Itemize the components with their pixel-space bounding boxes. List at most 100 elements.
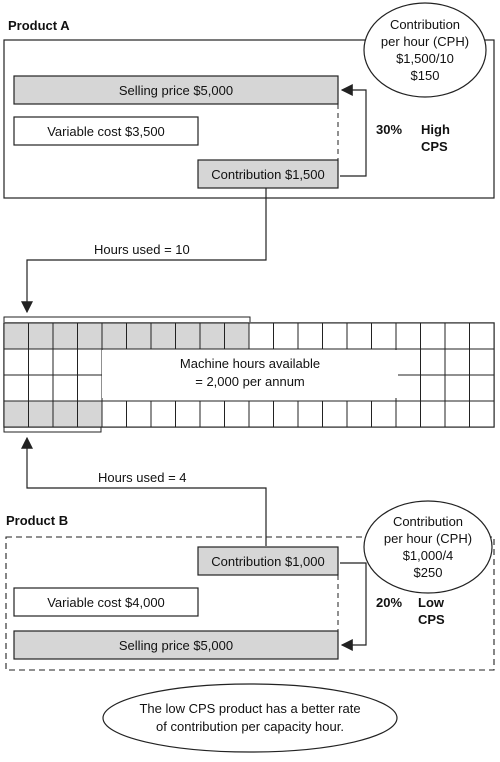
product-b-hours-connector: Hours used = 4: [21, 436, 267, 546]
product-a-contribution-bar: [197, 159, 339, 189]
product-a-cps-line2: CPS: [421, 139, 448, 154]
product-a-cph-line2: per hour (CPH): [381, 34, 469, 49]
conclusion-line1: The low CPS product has a better rate: [139, 701, 360, 716]
product-b-contribution-bar: [197, 546, 339, 576]
machine-hours-label-bg: [102, 350, 398, 398]
machine-hours-grid: [3, 322, 495, 428]
grid-cell: [101, 322, 127, 350]
product-b-cph-line1: Contribution: [393, 514, 463, 529]
product-a-cph-line4: $150: [411, 68, 440, 83]
grid-cell: [3, 400, 29, 428]
product-a-variable-cost-bar: [13, 116, 199, 146]
product-a-hours-arrow: [21, 188, 267, 314]
grid-cell: [3, 348, 29, 376]
grid-cell: [199, 322, 225, 350]
product-a-frame: [3, 39, 495, 199]
product-b-title: Product B: [6, 513, 68, 528]
grid-cell: [273, 400, 299, 428]
grid-cell: [3, 322, 29, 350]
product-a-cps-line1: High: [421, 122, 450, 137]
grid-cell: [395, 322, 421, 350]
conclusion-bubble: The low CPS product has a better rate of…: [102, 683, 398, 753]
grid-cell: [395, 374, 421, 402]
grid-cell: [371, 400, 397, 428]
grid-cell: [224, 400, 250, 428]
grid-cell: [322, 400, 348, 428]
product-a-contribution-label: Contribution $1,500: [211, 167, 324, 182]
grid-cell: [52, 374, 78, 402]
machine-hours-label-line2: = 2,000 per annum: [195, 374, 305, 389]
grid-cell: [322, 322, 348, 350]
grid-cell: [52, 400, 78, 428]
product-a-hours-connector: Hours used = 10: [21, 188, 267, 314]
conclusion-ellipse: [102, 683, 398, 753]
grid-cell: [3, 374, 29, 402]
grid-cell: [101, 400, 127, 428]
grid-cell: [420, 348, 446, 376]
product-b-cph-line3: $1,000/4: [403, 548, 454, 563]
product-a-cph-ellipse: [363, 2, 487, 98]
product-b-cph-line4: $250: [414, 565, 443, 580]
grid-cell: [77, 348, 103, 376]
product-b-hours-label: Hours used = 4: [98, 470, 187, 485]
grid-cell: [469, 322, 495, 350]
product-b-section: Product B Contribution per hour (CPH) $1…: [5, 500, 495, 671]
grid-cell: [469, 374, 495, 402]
grid-cell: [297, 400, 323, 428]
grid-cell: [52, 348, 78, 376]
product-b-cps-line2: CPS: [418, 612, 445, 627]
grid-cell: [28, 400, 54, 428]
grid-cell: [346, 322, 372, 350]
grid-cell: [28, 374, 54, 402]
grid-cell: [199, 400, 225, 428]
grid-cell: [77, 374, 103, 402]
grid-cell: [28, 348, 54, 376]
grid-cell: [126, 400, 152, 428]
product-b-variable-cost-bar: [13, 587, 199, 617]
product-a-cph-bubble: Contribution per hour (CPH) $1,500/10 $1…: [363, 2, 487, 98]
product-a-hours-bracket: [3, 316, 251, 322]
grid-cell: [395, 348, 421, 376]
grid-cell: [248, 400, 274, 428]
grid-cell: [420, 374, 446, 402]
grid-cell: [371, 322, 397, 350]
product-b-selling-price-bar: [13, 630, 339, 660]
grid-cell: [77, 400, 103, 428]
grid-cell: [28, 322, 54, 350]
product-a-variable-cost-label: Variable cost $3,500: [47, 124, 165, 139]
product-b-frame: [5, 536, 495, 671]
product-a-selling-price-bar: [13, 75, 339, 105]
grid-cell: [420, 322, 446, 350]
product-a-percent: 30%: [376, 122, 402, 137]
grid-cell: [469, 348, 495, 376]
grid-cell: [420, 400, 446, 428]
grid-cell: [175, 400, 201, 428]
machine-hours-label-line1: Machine hours available: [180, 356, 320, 371]
product-a-bracket-arrow: [340, 84, 367, 177]
product-b-cph-bubble: Contribution per hour (CPH) $1,000/4 $25…: [363, 500, 493, 594]
product-b-bracket-arrow: [340, 562, 367, 651]
conclusion-line2: of contribution per capacity hour.: [156, 719, 344, 734]
grid-cell: [297, 322, 323, 350]
grid-cell: [52, 322, 78, 350]
grid-cell: [444, 400, 470, 428]
grid-cell: [77, 322, 103, 350]
product-b-variable-cost-label: Variable cost $4,000: [47, 595, 165, 610]
product-a-cph-line1: Contribution: [390, 17, 460, 32]
grid-cell: [126, 322, 152, 350]
grid-cell: [444, 348, 470, 376]
grid-cell: [469, 400, 495, 428]
grid-cell: [150, 400, 176, 428]
grid-cell: [175, 322, 201, 350]
product-b-percent: 20%: [376, 595, 402, 610]
product-a-cph-line3: $1,500/10: [396, 51, 454, 66]
product-a-title: Product A: [8, 18, 70, 33]
grid-cell: [395, 400, 421, 428]
grid-cell: [444, 374, 470, 402]
grid-cell: [248, 322, 274, 350]
product-b-contribution-label: Contribution $1,000: [211, 554, 324, 569]
grid-cell: [273, 322, 299, 350]
product-b-hours-bracket: [3, 427, 102, 433]
product-b-cps-line1: Low: [418, 595, 445, 610]
